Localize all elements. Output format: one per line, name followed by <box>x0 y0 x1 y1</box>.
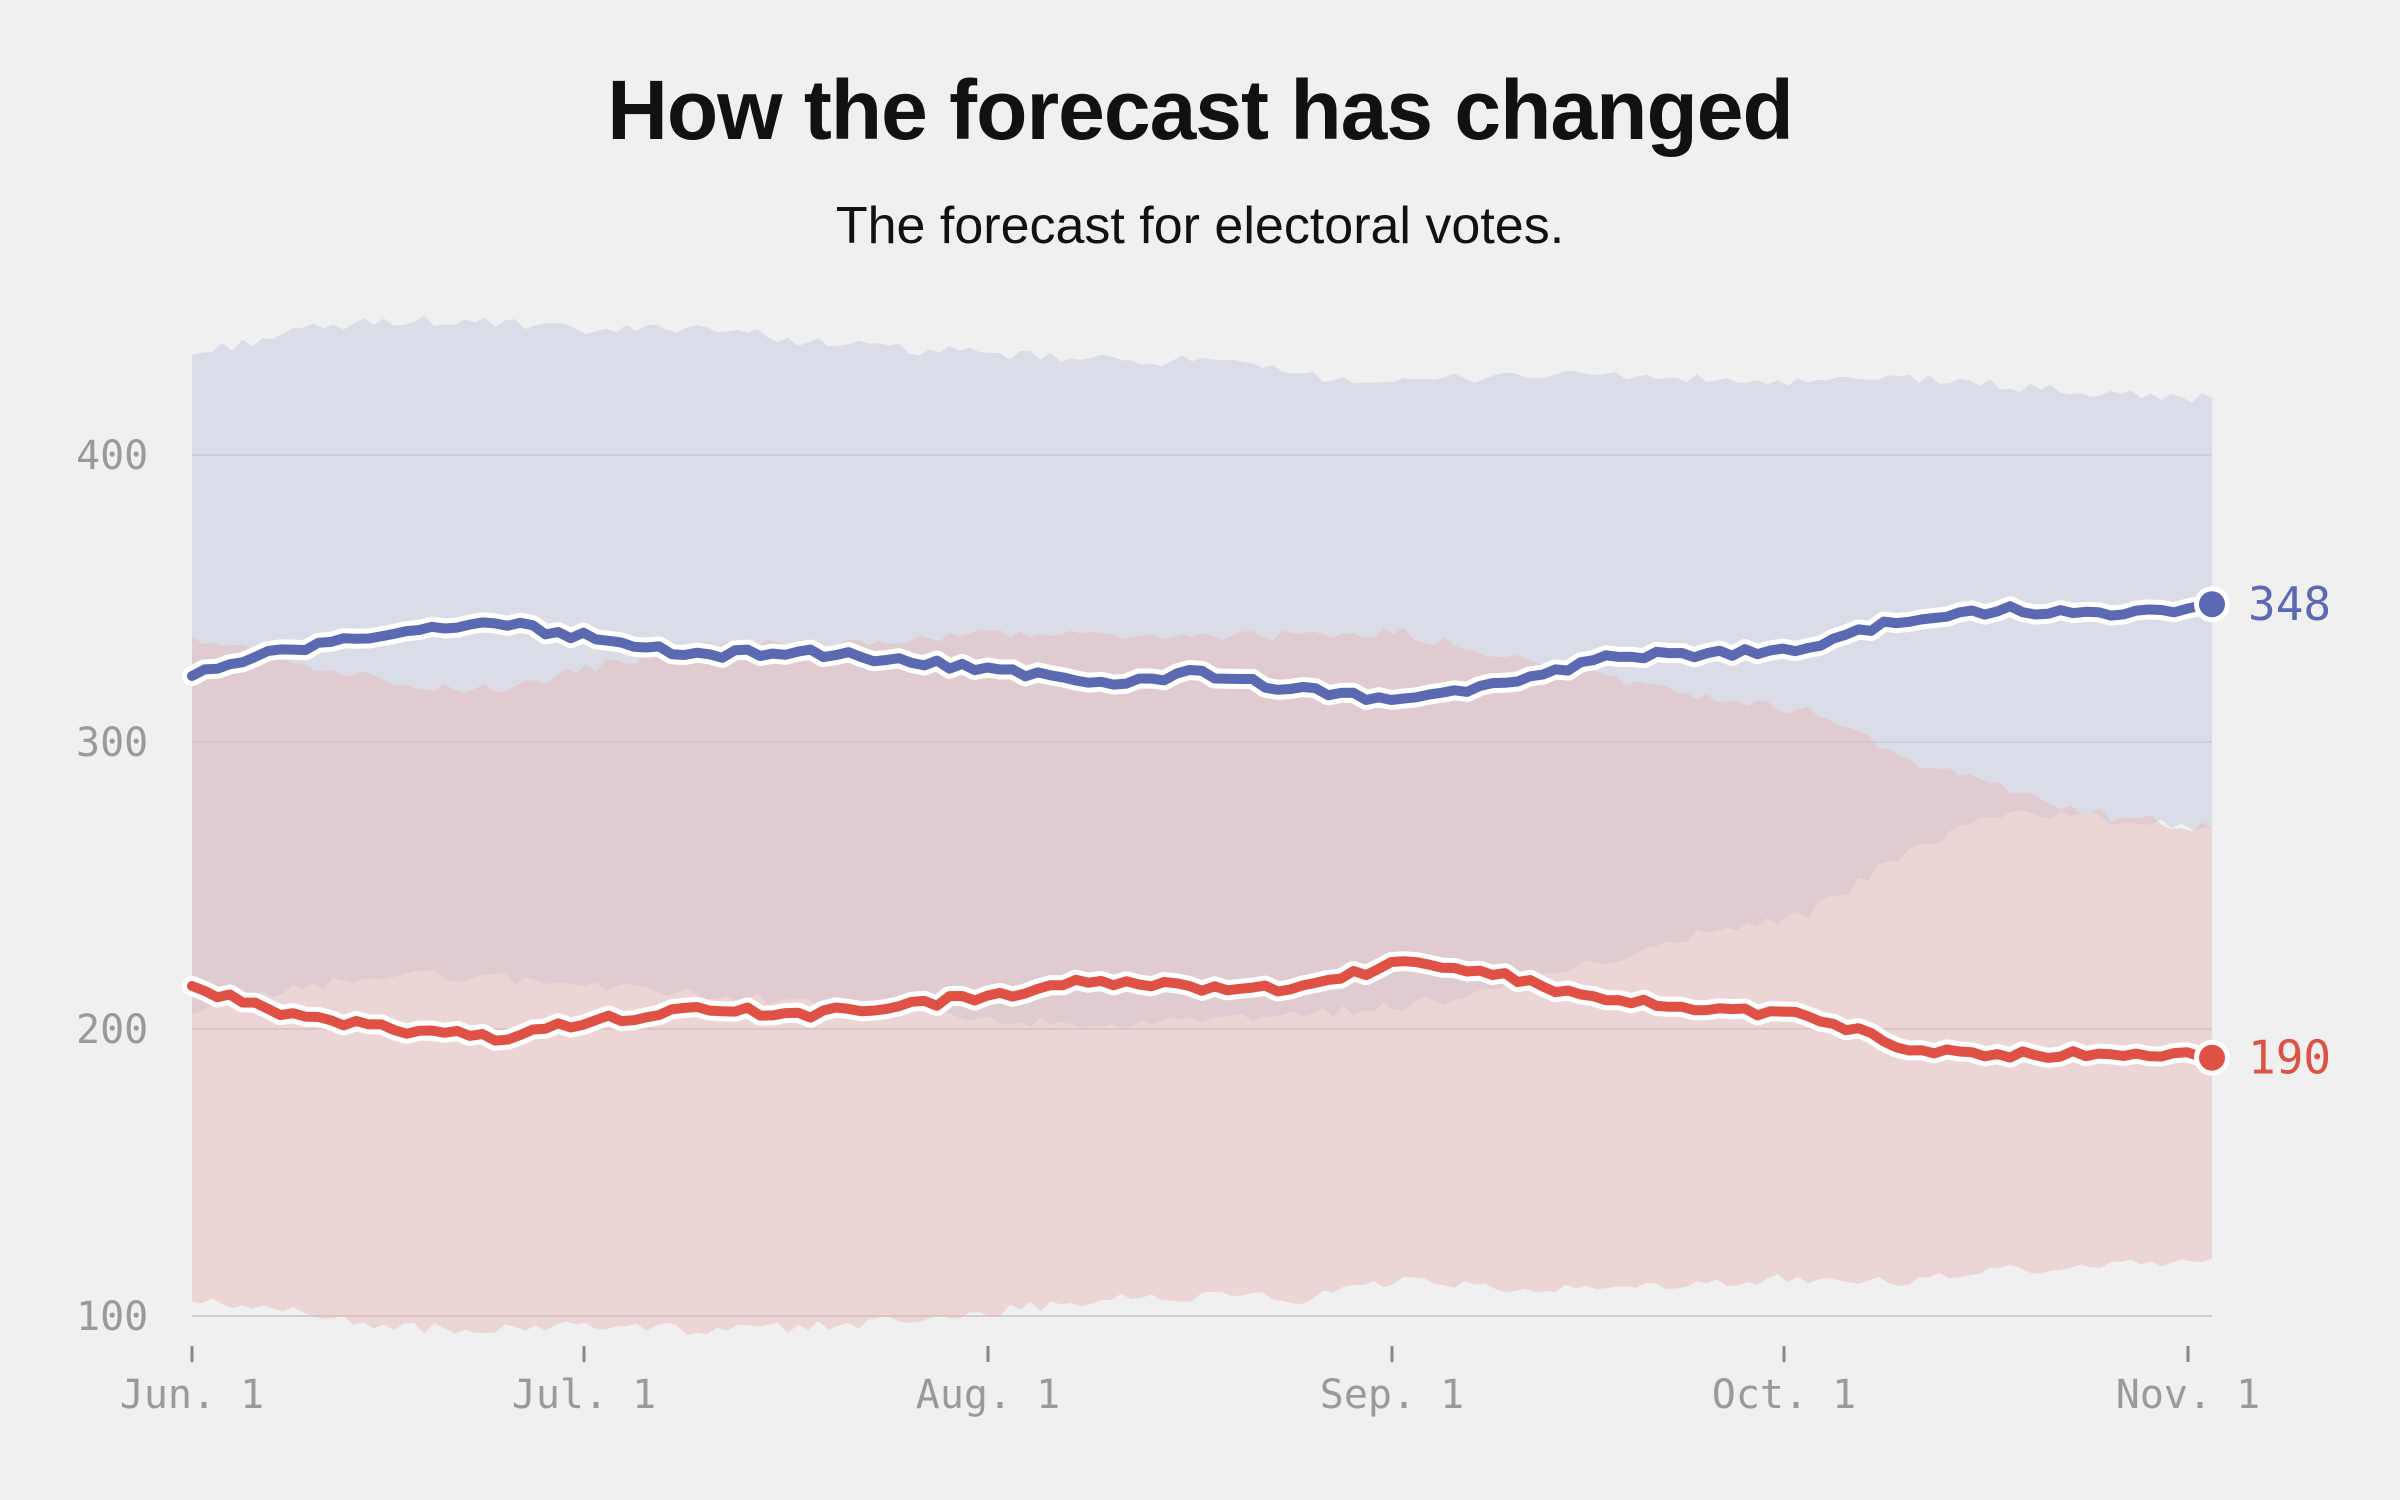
end-marker-dot <box>2199 1045 2225 1071</box>
x-axis: Jun. 1 Jul. 1 Aug. 1 Sep. 1 Oct. 1 Nov. 1 <box>120 1346 2261 1418</box>
end-marker-dot <box>2199 591 2225 617</box>
x-tick-label: Nov. 1 <box>2116 1372 2261 1418</box>
y-axis: 100 200 300 400 <box>76 433 148 1340</box>
y-tick-label: 100 <box>76 1294 148 1340</box>
y-tick-label: 300 <box>76 720 148 766</box>
x-tick-label: Oct. 1 <box>1712 1372 1857 1418</box>
x-tick-label: Aug. 1 <box>916 1372 1061 1418</box>
uncertainty-bands <box>192 316 2212 1336</box>
end-markers: 348 190 <box>2194 577 2331 1084</box>
y-tick-label: 200 <box>76 1007 148 1053</box>
y-tick-label: 400 <box>76 433 148 479</box>
x-tick-label: Sep. 1 <box>1320 1372 1465 1418</box>
end-value-label: 348 <box>2248 577 2331 631</box>
end-value-label: 190 <box>2248 1031 2331 1085</box>
x-tick-label: Jun. 1 <box>120 1372 265 1418</box>
x-tick-label: Jul. 1 <box>512 1372 657 1418</box>
